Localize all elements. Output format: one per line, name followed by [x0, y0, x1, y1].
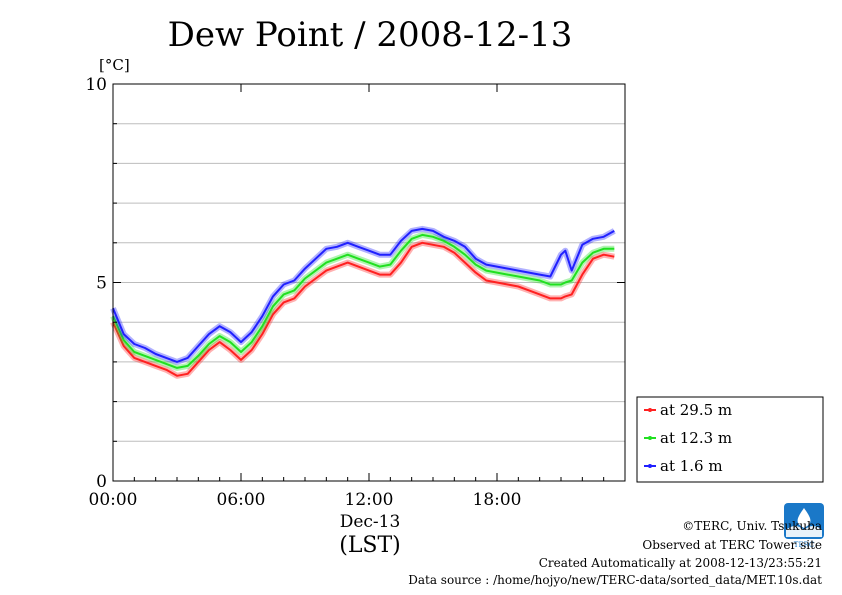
legend-label: at 1.6 m	[660, 457, 723, 475]
series-line	[112, 227, 615, 363]
y-axis: 0 5 10	[85, 75, 625, 492]
legend-box	[636, 396, 824, 483]
y-tick-label: 0	[96, 472, 107, 492]
x-axis-title: (LST)	[339, 533, 401, 558]
observed-text: Observed at TERC Tower site	[642, 538, 822, 552]
legend-marker	[648, 436, 652, 440]
legend: at 29.5 m at 12.3 m at 1.6 m	[636, 396, 824, 483]
x-tick-label: 06:00	[217, 490, 266, 510]
created-text: Created Automatically at 2008-12-13/23:5…	[539, 556, 822, 570]
x-axis: 00:00 06:00 12:00 18:00	[89, 84, 605, 510]
x-tick-label: 12:00	[345, 490, 394, 510]
terc-logo-icon	[784, 503, 824, 539]
legend-label: at 12.3 m	[660, 429, 732, 447]
series-line	[112, 241, 615, 377]
legend-label: at 29.5 m	[660, 401, 732, 419]
source-text: Data source : /home/hojyo/new/TERC-data/…	[408, 573, 822, 587]
x-tick-label: 18:00	[473, 490, 522, 510]
y-tick-label: 10	[85, 75, 107, 95]
copyright-text: ©TERC, Univ. Tsukuba	[682, 519, 822, 533]
plot-area: 0 5 10 00:00 06:00 12:00 18:00	[85, 75, 626, 510]
chart-title: Dew Point / 2008-12-13	[168, 15, 573, 55]
series-line	[112, 233, 615, 369]
y-axis-unit: [°C]	[99, 56, 130, 74]
x-axis-date: Dec-13	[340, 512, 401, 532]
x-tick-label: 00:00	[89, 490, 138, 510]
legend-marker	[648, 408, 652, 412]
terc-logo-text: TERC	[794, 541, 814, 549]
y-tick-label: 5	[96, 274, 107, 294]
series-layer	[110, 225, 616, 379]
legend-marker	[648, 464, 652, 468]
